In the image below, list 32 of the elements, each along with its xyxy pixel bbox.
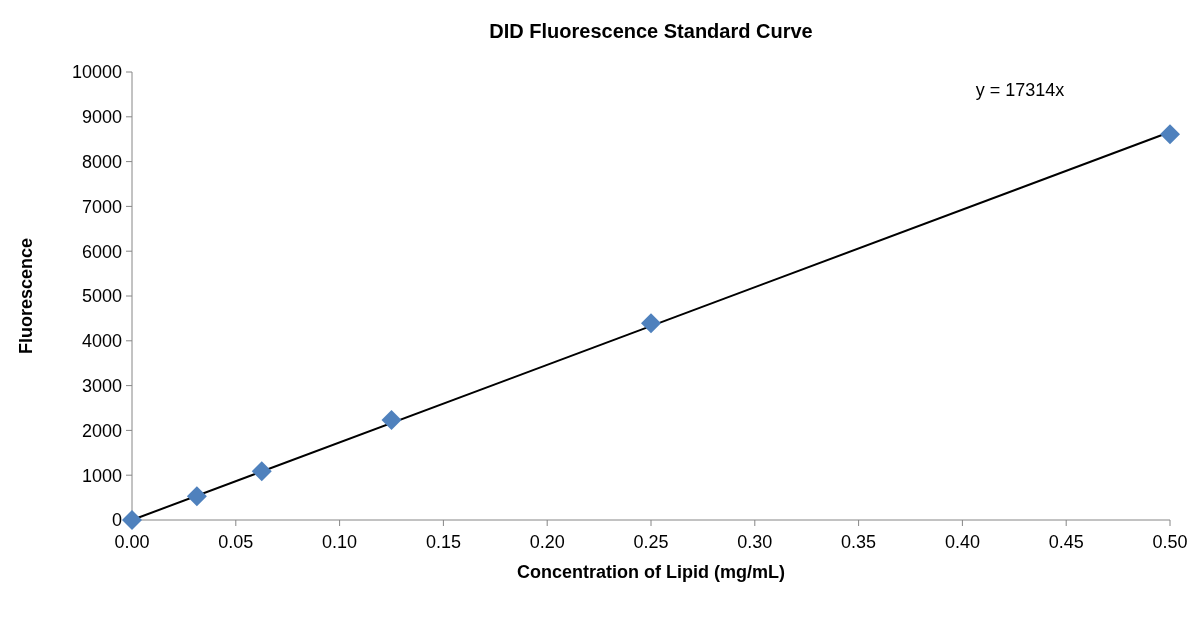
x-tick-label: 0.45 (1048, 532, 1084, 552)
x-axis-title: Concentration of Lipid (mg/mL) (517, 562, 785, 582)
y-tick-label: 4000 (81, 331, 122, 352)
x-tick-label: 0.25 (633, 532, 669, 552)
y-axis-title: Fluorescence (16, 237, 36, 355)
y-tick-label: 10000 (71, 62, 122, 83)
x-tick-label: 0.15 (425, 532, 461, 552)
point (122, 510, 142, 530)
y-tick-label: 7000 (81, 196, 122, 217)
y-tick-label: 5000 (81, 286, 122, 307)
point (641, 313, 661, 334)
x-tick-label: 0.40 (944, 532, 980, 552)
x-tick-label: 0.20 (529, 532, 565, 552)
x-tick-label: 0.10 (322, 532, 358, 552)
y-tick-label: 0 (111, 510, 122, 531)
y-tick-label: 9000 (81, 107, 122, 128)
x-tick-label: 0.30 (737, 532, 773, 552)
y-tick-label: 1000 (81, 465, 122, 486)
point (186, 486, 207, 507)
y-tick-label: 2000 (81, 420, 122, 441)
chart-title: DID Fluorescence Standard Curve (489, 20, 813, 42)
y-tick-label: 6000 (81, 241, 122, 262)
x-tick-label: 0.50 (1152, 532, 1188, 552)
x-tick-label: 0.05 (218, 532, 254, 552)
x-tick-label: 0.35 (841, 532, 877, 552)
x-tick-label: 0.00 (114, 532, 150, 552)
annotation: y = 17314x (975, 80, 1065, 100)
point (1160, 124, 1180, 145)
point (381, 410, 402, 431)
y-tick-label: 3000 (81, 375, 122, 396)
point (251, 461, 272, 482)
y-tick-label: 8000 (81, 151, 122, 172)
